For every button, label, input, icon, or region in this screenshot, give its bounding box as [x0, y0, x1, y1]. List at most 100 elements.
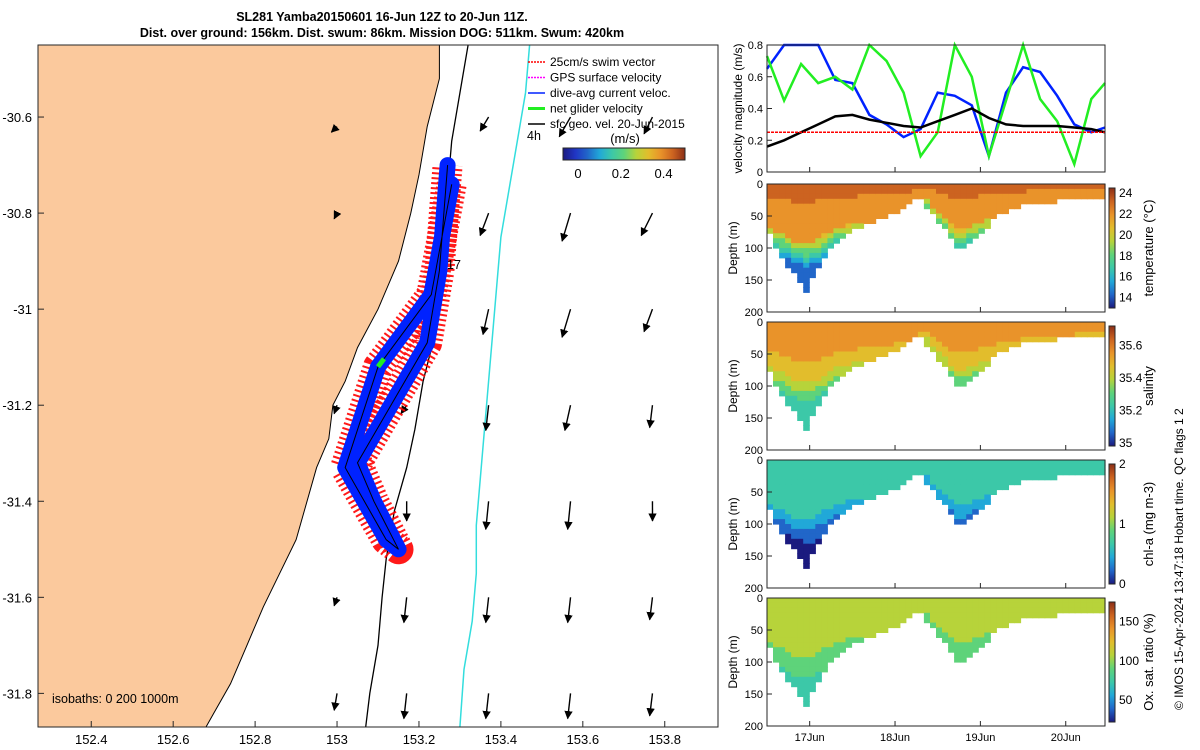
section-temperature-cell	[875, 208, 883, 215]
section-temperature-cell	[803, 233, 810, 239]
section-salinity-cell	[863, 351, 871, 357]
section-temperature-cell	[942, 203, 949, 210]
section-temperature-cell	[960, 188, 967, 195]
section-salinity-cell	[984, 331, 991, 338]
section-salinity-cell	[1050, 326, 1058, 333]
section-oxygen-cell	[984, 607, 991, 614]
section-salinity-cell	[815, 322, 822, 328]
section-salinity-cell	[845, 346, 853, 353]
section-chl-a-cell	[905, 469, 913, 476]
section-oxygen-cell	[881, 607, 889, 614]
section-temperature-cell	[887, 203, 895, 210]
section-oxygen-cell	[1056, 607, 1064, 614]
section-oxygen-cell	[996, 602, 1003, 609]
section-salinity-cell	[954, 331, 961, 338]
section-salinity-cell	[797, 351, 804, 357]
colorbar-tick-label: 0.4	[655, 166, 673, 181]
section-temperature-cell	[1086, 193, 1094, 200]
section-chl-a-cell	[887, 484, 895, 491]
section-chl-a-cell	[821, 494, 828, 500]
section-chl-a-cell	[845, 494, 853, 500]
section-salinity-cell	[791, 376, 798, 382]
section-temperature-cell	[1074, 193, 1082, 200]
section-salinity-cell	[797, 381, 804, 387]
section-chl-a-cell	[899, 469, 907, 476]
section-oxygen-cell	[821, 627, 828, 633]
section-oxygen-cell	[1056, 602, 1064, 609]
section-oxygen-cell	[797, 637, 804, 643]
section-temperature-cell	[779, 208, 786, 215]
section-salinity-cell	[954, 351, 961, 357]
section-salinity-cell	[827, 326, 834, 333]
section-chl-a-cell	[954, 499, 961, 505]
section-oxygen-cell	[1074, 598, 1082, 604]
section-temperature-cell	[978, 228, 985, 234]
section-temperature-cell	[773, 243, 780, 249]
section-temperature-cell	[984, 198, 991, 205]
section-chl-a-cell	[966, 494, 973, 500]
section-temperature-cell	[809, 267, 816, 274]
section-salinity-cell	[1026, 336, 1034, 343]
section-temperature-cell	[815, 203, 822, 210]
section-temperature-cell	[936, 203, 943, 210]
section-chl-a-cell	[930, 460, 937, 466]
section-temperature-cell	[972, 228, 979, 234]
section-salinity-cell	[779, 371, 786, 377]
section-chl-a-cell	[1050, 460, 1058, 466]
section-temperature-cell	[821, 218, 828, 224]
section-salinity-cell	[936, 351, 943, 357]
section-chl-a-cell	[887, 474, 895, 481]
section-temperature-cell	[990, 203, 997, 210]
section-oxygen-cell	[936, 632, 943, 638]
section-chl-a-cell	[990, 469, 997, 476]
section-chl-a-cell	[797, 553, 804, 559]
section-chl-a-cell	[930, 464, 937, 471]
section-chl-a-cell	[881, 464, 889, 471]
section-chl-a-cell	[936, 460, 943, 466]
section-salinity-cell	[785, 322, 792, 328]
geostrophic-vector-27	[482, 693, 491, 720]
section-salinity-cell	[857, 351, 865, 357]
section-temperature-cell	[809, 243, 816, 249]
section-temperature-cell	[893, 198, 901, 205]
section-temperature-cell	[815, 208, 822, 215]
section-salinity-cell	[917, 322, 925, 328]
section-oxygen-cell	[773, 617, 780, 624]
section-oxygen-cell	[960, 598, 967, 604]
section-oxygen-cell	[948, 632, 955, 638]
section-salinity-cell	[827, 346, 834, 353]
section-oxygen-cell	[1068, 607, 1076, 614]
geostrophic-vector-20	[332, 597, 341, 607]
credit-text: © IMOS 15-Apr-2024 13:47:18 Hobart time.…	[1172, 408, 1186, 710]
section-temperature-cell	[797, 267, 804, 274]
section-salinity-cell	[845, 336, 853, 343]
section-chl-a-cell	[845, 474, 853, 481]
section-salinity-cell	[948, 326, 955, 333]
section-temperature-cell	[960, 243, 967, 249]
section-chl-a-cell	[839, 489, 846, 495]
section-salinity-cell	[797, 346, 804, 353]
section-salinity-cell	[773, 361, 780, 367]
section-oxygen-cell	[839, 632, 846, 638]
section-temperature-cell	[827, 188, 834, 195]
section-chl-a-cell	[863, 484, 871, 491]
time-tick-label: 19Jun	[965, 732, 995, 744]
section-salinity-cell	[996, 336, 1003, 343]
section-temperature-cell	[827, 218, 834, 224]
section-salinity-cell	[851, 361, 859, 367]
section-chl-a-cell	[942, 499, 949, 505]
section-chl-a-cell	[821, 469, 828, 476]
section-chl-a-cell	[972, 479, 979, 486]
section-temperature-cell	[779, 248, 786, 254]
section-chl-a-cell	[966, 479, 973, 486]
section-oxygen-cell	[803, 622, 810, 629]
section-salinity-cell	[833, 371, 840, 377]
section-oxygen-cell	[881, 617, 889, 624]
section-salinity-cell	[960, 351, 967, 357]
section-chl-a-cell	[851, 479, 859, 486]
section-salinity-cell	[779, 381, 786, 387]
section-salinity-cell	[797, 410, 804, 417]
section-oxygen-cell	[809, 637, 816, 643]
section-salinity-cell	[791, 356, 798, 362]
section-oxygen-cell	[954, 598, 961, 604]
